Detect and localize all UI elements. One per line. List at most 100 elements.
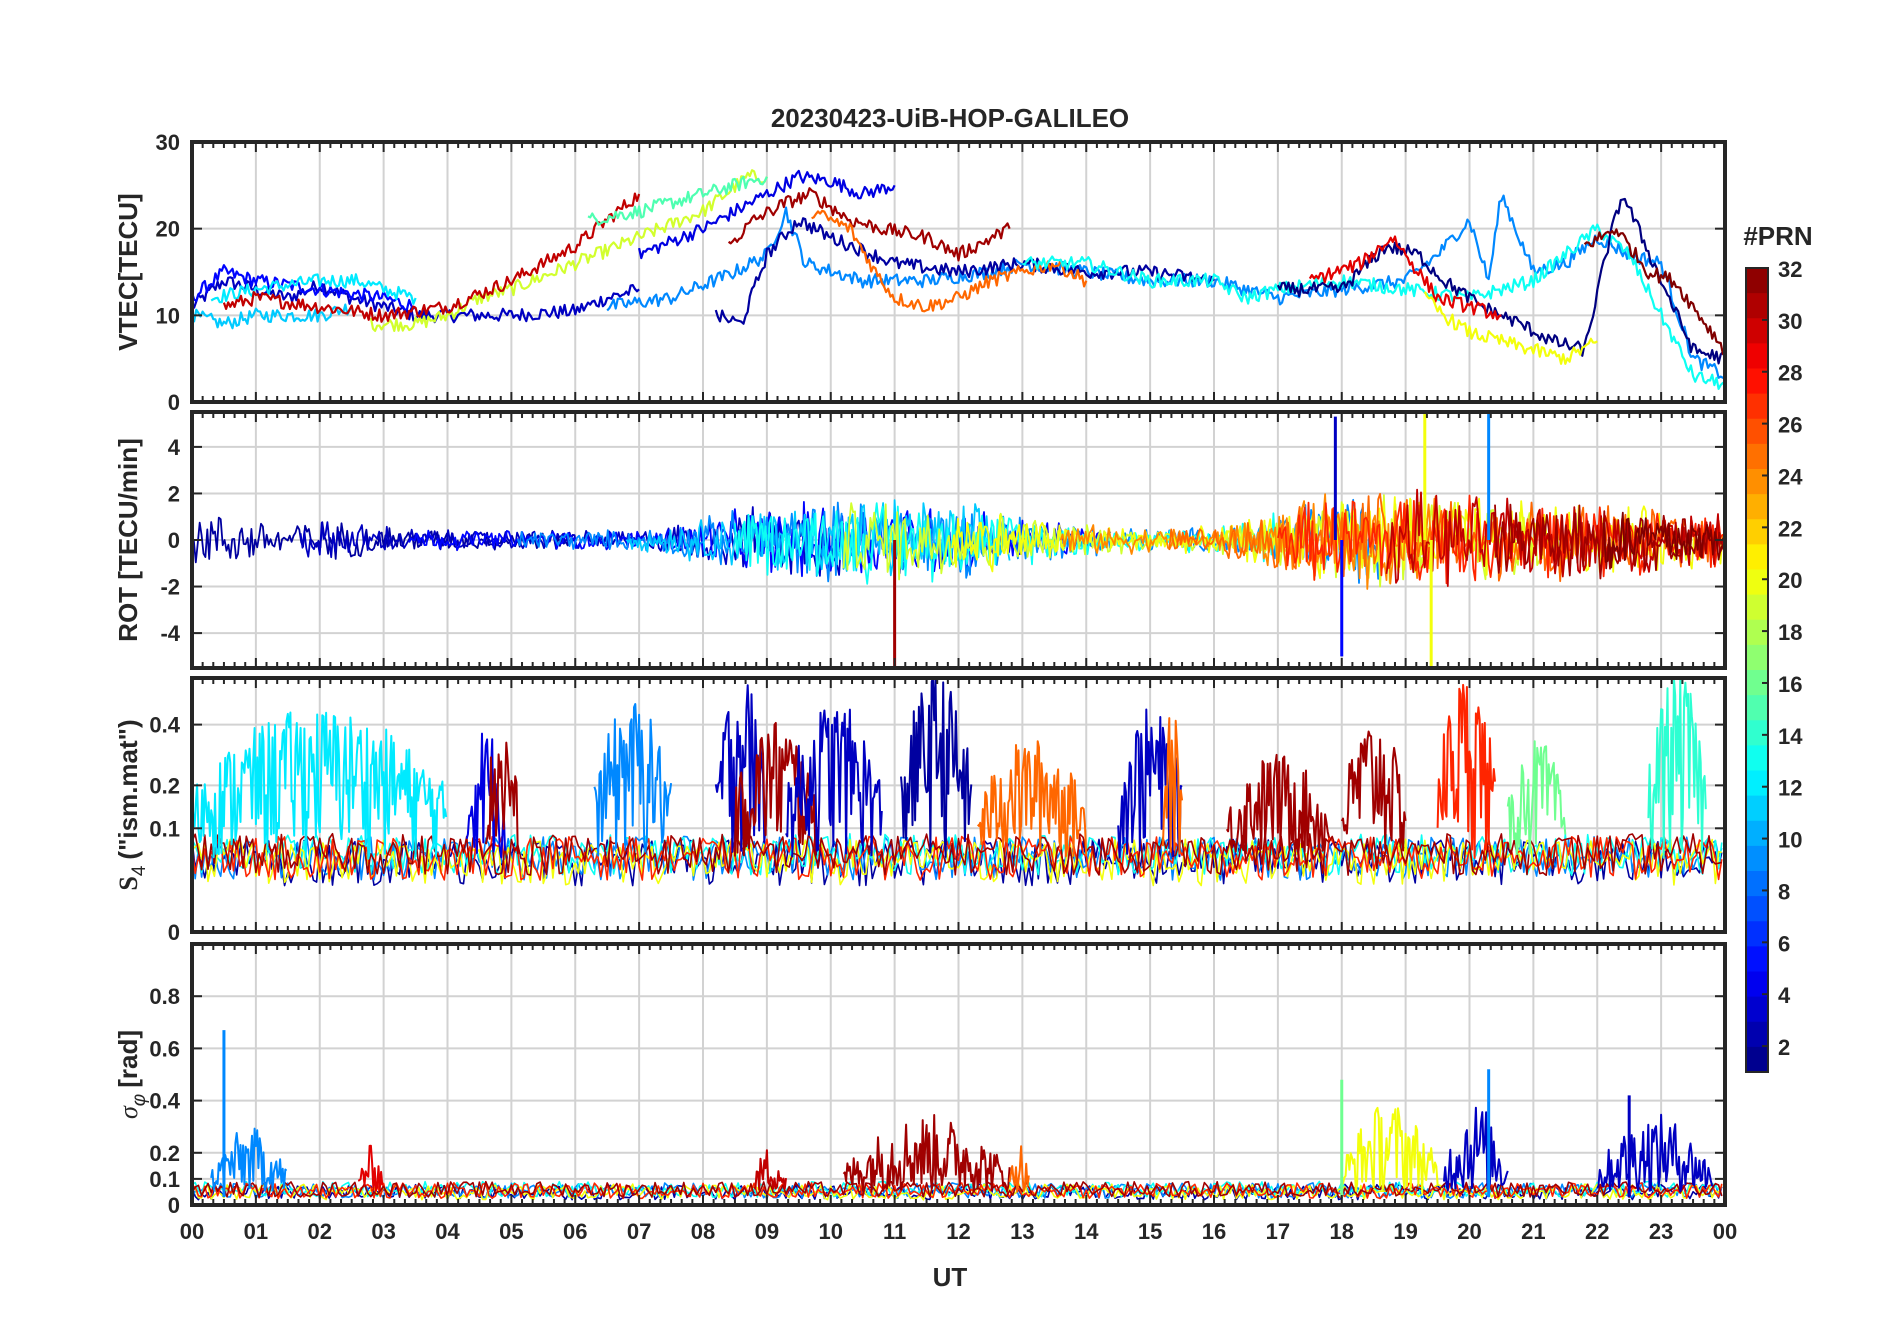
y-tick-label: 2 xyxy=(168,481,180,506)
y-axis-label: S4("ism.mat") xyxy=(113,719,150,890)
colorbar-swatch xyxy=(1746,896,1768,922)
y-axis-label: VTEC[TECU] xyxy=(113,193,143,350)
colorbar-swatch xyxy=(1746,845,1768,872)
series-prn-4 xyxy=(465,732,506,859)
x-tick-label: 08 xyxy=(691,1219,715,1244)
colorbar-swatch xyxy=(1746,343,1768,370)
panel-rot: -4 -2 0 2 4 ROT [TECU/min] xyxy=(113,410,1727,670)
colorbar-swatch xyxy=(1746,519,1768,545)
colorbar-swatch xyxy=(1746,268,1768,294)
colorbar-swatch xyxy=(1746,619,1768,646)
y-tick-label: 0.1 xyxy=(149,816,180,841)
x-tick-label: 18 xyxy=(1330,1219,1354,1244)
series-prn-30 xyxy=(753,1149,787,1191)
colorbar-frame xyxy=(1745,267,1769,1073)
series-prn-9 xyxy=(606,194,1725,379)
y-tick-label: 0 xyxy=(168,920,180,945)
colorbar-swatch xyxy=(1746,820,1768,847)
colorbar-tick-label: 10 xyxy=(1778,828,1802,853)
colorbar-tick-label: 28 xyxy=(1778,361,1802,386)
x-tick-label: 00 xyxy=(180,1219,204,1244)
series-prn-3 xyxy=(785,708,883,858)
colorbar-tick-label: 6 xyxy=(1778,931,1790,956)
colorbar-swatch xyxy=(1746,293,1768,319)
series-prn-31 xyxy=(484,741,519,855)
y-tick-label: 0.8 xyxy=(149,984,180,1009)
colorbar-swatch xyxy=(1746,670,1768,696)
series-prn-13 xyxy=(1022,223,1725,390)
series-group xyxy=(192,678,1723,887)
colorbar-tick-label: 14 xyxy=(1778,724,1803,749)
series-prn-14 xyxy=(1647,678,1707,859)
colorbar-tick-label: 16 xyxy=(1778,672,1802,697)
colorbar-swatch xyxy=(1746,745,1768,772)
series-prn-3 xyxy=(1596,1113,1714,1193)
series-prn-16 xyxy=(1506,740,1567,856)
y-tick-label: -4 xyxy=(160,621,180,646)
x-tick-label: 09 xyxy=(755,1219,779,1244)
series-prn-2 xyxy=(714,217,1215,325)
colorbar-swatch xyxy=(1746,795,1768,822)
colorbar-swatch xyxy=(1746,720,1768,746)
colorbar-swatch xyxy=(1746,318,1768,344)
colorbar-tick-label: 18 xyxy=(1778,620,1802,645)
colorbar-swatch xyxy=(1746,544,1768,571)
x-tick-label: 07 xyxy=(627,1219,651,1244)
x-axis-label: UT xyxy=(933,1262,968,1292)
series-prn-4 xyxy=(638,169,896,260)
x-tick-label: 11 xyxy=(883,1219,906,1244)
series-prn-32 xyxy=(1602,511,1725,569)
x-tick-label: 12 xyxy=(946,1219,970,1244)
colorbar-tick-label: 20 xyxy=(1778,568,1802,593)
colorbar-swatch xyxy=(1746,996,1768,1023)
x-tick-label: 03 xyxy=(371,1219,395,1244)
series-prn-31 xyxy=(1340,730,1407,852)
panel-s4: 0 0.1 0.2 0.4S4("ism.mat") xyxy=(113,676,1727,945)
colorbar-swatch xyxy=(1746,921,1768,947)
colorbar-swatch xyxy=(1746,1021,1768,1048)
series-prn-2 xyxy=(900,678,973,858)
colorbar-swatch xyxy=(1746,946,1768,973)
y-axis-label: ROT [TECU/min] xyxy=(113,438,143,642)
colorbar-swatch xyxy=(1746,871,1768,897)
series-prn-31 xyxy=(842,1114,1011,1193)
y-tick-label: 0.6 xyxy=(149,1036,180,1061)
y-tick-label: 0 xyxy=(168,1193,180,1218)
x-tick-label: 17 xyxy=(1266,1219,1290,1244)
x-tick-label: 22 xyxy=(1585,1219,1609,1244)
x-tick-label: 19 xyxy=(1393,1219,1417,1244)
x-tick-label: 05 xyxy=(499,1219,523,1244)
y-tick-label: -2 xyxy=(160,575,180,600)
series-prn-15 xyxy=(587,175,768,226)
series-prn-29 xyxy=(357,1144,384,1192)
series-prn-31 xyxy=(727,187,1011,262)
x-tick-label: 20 xyxy=(1457,1219,1481,1244)
series-prn-31 xyxy=(1494,503,1724,580)
y-tick-label: 10 xyxy=(156,303,180,328)
series-prn-12 xyxy=(210,273,417,305)
series-prn-3 xyxy=(1443,1106,1509,1192)
y-tick-label: 0.4 xyxy=(149,713,180,738)
series-group xyxy=(192,169,1725,390)
x-tick-label: 02 xyxy=(308,1219,332,1244)
colorbar-swatch xyxy=(1746,695,1768,721)
x-tick-label: 13 xyxy=(1010,1219,1034,1244)
series-prn-25 xyxy=(811,209,1088,313)
colorbar-tick-label: 2 xyxy=(1778,1035,1790,1060)
y-tick-label: 4 xyxy=(168,435,181,460)
colorbar-tick-label: 26 xyxy=(1778,413,1802,438)
series-prn-31 xyxy=(733,721,819,857)
colorbar-tick-label: 24 xyxy=(1778,464,1803,489)
colorbar-swatch xyxy=(1746,971,1768,998)
series-prn-27 xyxy=(1277,494,1725,585)
y-tick-label: 0.1 xyxy=(149,1167,180,1192)
series-prn-12 xyxy=(192,711,448,860)
y-axis-label: σφ[rad] xyxy=(113,1030,150,1119)
series-prn-20 xyxy=(1340,1106,1439,1193)
colorbar-tick-label: 32 xyxy=(1778,257,1802,282)
x-tick-label: 15 xyxy=(1138,1219,1162,1244)
series-prn-31 xyxy=(1225,753,1330,857)
colorbar-tick-label: 4 xyxy=(1778,983,1791,1008)
colorbar-swatch xyxy=(1746,418,1768,445)
